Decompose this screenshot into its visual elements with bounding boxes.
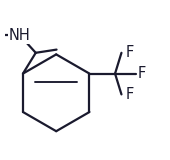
Text: F: F <box>125 45 134 60</box>
Text: F: F <box>138 66 146 81</box>
Text: NH: NH <box>9 28 31 43</box>
Text: F: F <box>125 87 134 102</box>
